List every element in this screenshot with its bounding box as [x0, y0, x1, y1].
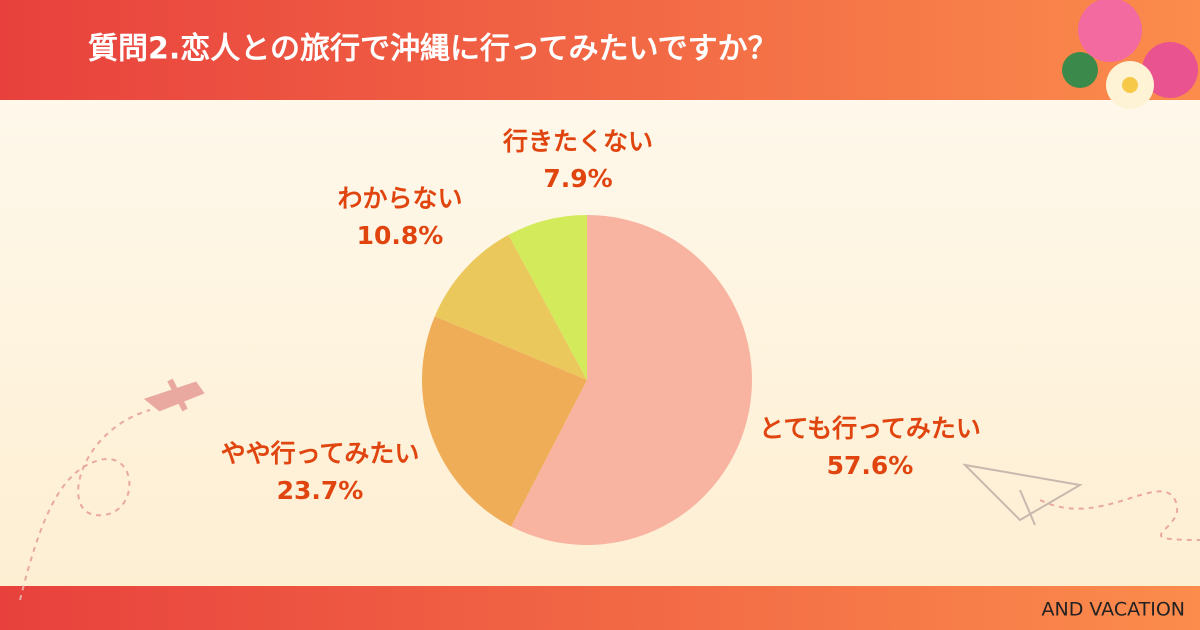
pie-slice [421, 316, 587, 527]
slice-value-label: 10.8% [357, 221, 444, 250]
plane-decoration [19, 409, 1200, 601]
flower-decoration [1062, 0, 1198, 109]
slice-label: とても行ってみたい [759, 414, 981, 443]
paper-plane-icon [962, 463, 1083, 526]
slice-label: やや行ってみたい [221, 439, 420, 468]
header-band [0, 0, 1200, 100]
pie-slice [508, 215, 587, 380]
slice-value-label: 57.6% [827, 451, 914, 480]
footer-brand: AND VACATION [1042, 599, 1186, 621]
slice-label: わからない [337, 184, 462, 213]
slice-value-label: 23.7% [277, 476, 364, 505]
chart-title: 質問2.恋人との旅行で沖縄に行ってみたいですか？ [88, 32, 778, 67]
slice-value-label: 7.9% [543, 164, 612, 193]
pie-slice [434, 234, 587, 380]
plane-icon [143, 378, 205, 412]
footer-band [0, 586, 1200, 630]
slice-label: 行きたくない [502, 127, 653, 156]
pie-slice [511, 215, 752, 545]
